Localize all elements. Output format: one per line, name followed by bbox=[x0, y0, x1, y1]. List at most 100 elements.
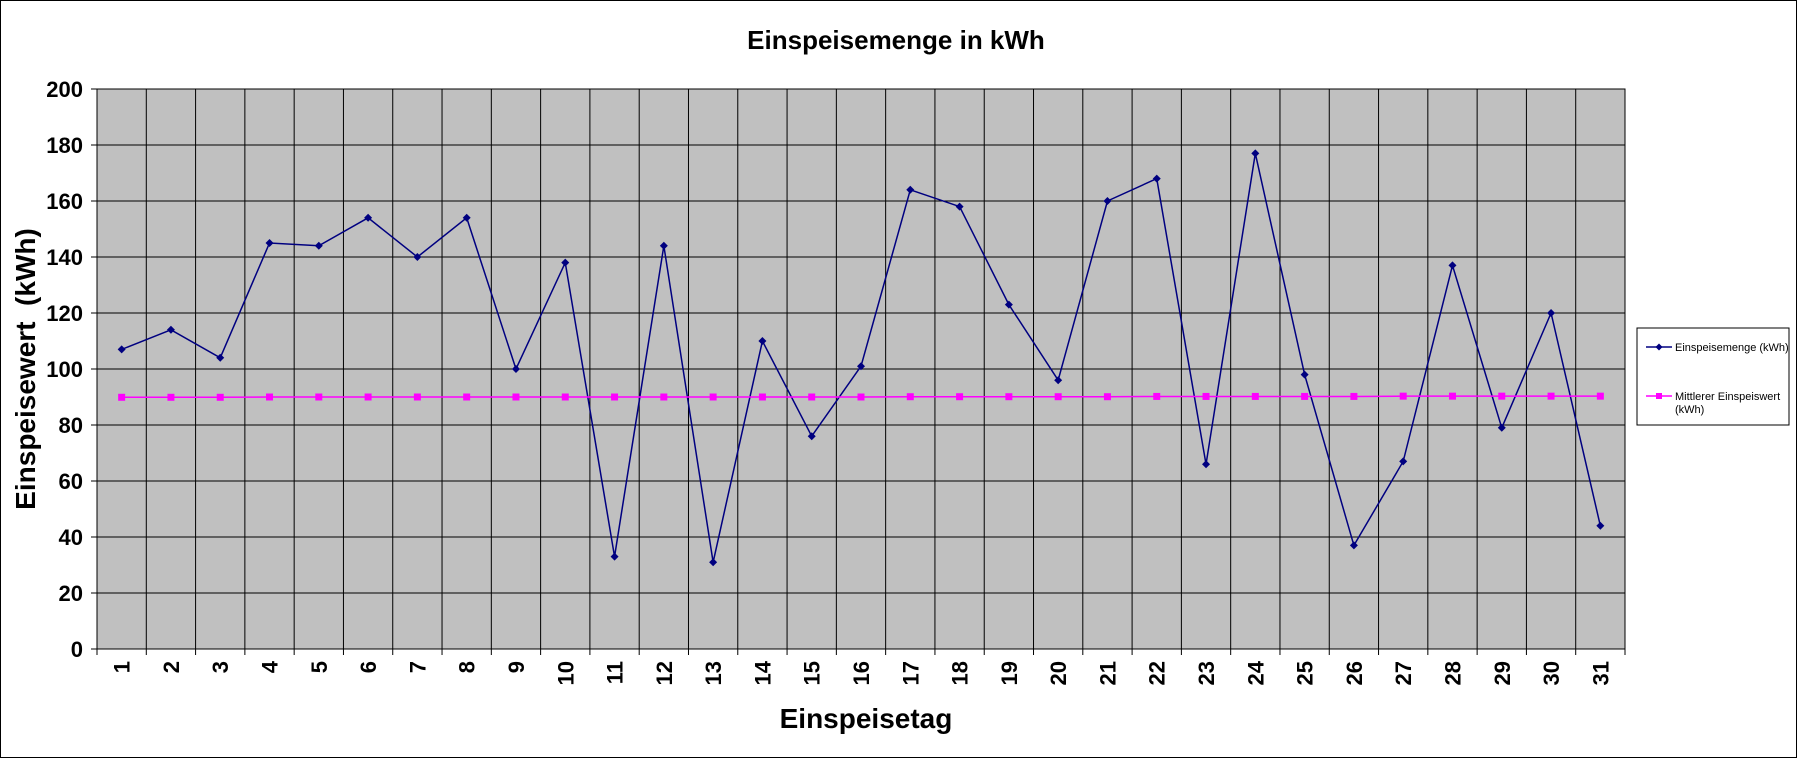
legend-label-line: Mittlerer Einspeiswert bbox=[1675, 391, 1780, 403]
data-point bbox=[364, 393, 372, 401]
data-point bbox=[1350, 392, 1358, 400]
data-point bbox=[118, 393, 126, 401]
data-point bbox=[1103, 393, 1111, 401]
x-tick-label: 9 bbox=[504, 661, 529, 673]
data-point bbox=[315, 393, 323, 401]
y-tick-label: 40 bbox=[59, 525, 83, 550]
data-point bbox=[758, 393, 766, 401]
data-point bbox=[611, 393, 619, 401]
data-point bbox=[462, 213, 471, 222]
data-point bbox=[1497, 423, 1506, 432]
x-tick-label: 19 bbox=[997, 661, 1022, 685]
data-point bbox=[709, 393, 717, 401]
x-tick-labels: 1 2 3 4 5 6 7 8 9 10 11 12 13 14 15 16 17 18 19 20 21 22 23 24 2… bbox=[110, 660, 1614, 685]
data-point bbox=[216, 393, 224, 401]
legend-marker bbox=[1656, 393, 1662, 399]
data-point bbox=[758, 337, 767, 345]
data-point bbox=[1547, 309, 1556, 317]
x-tick-label: 5 bbox=[307, 661, 332, 673]
data-point bbox=[1349, 541, 1358, 550]
x-tick-label: 21 bbox=[1095, 661, 1120, 685]
data-point bbox=[1300, 370, 1309, 379]
legend-marker bbox=[1655, 343, 1663, 351]
data-point bbox=[1152, 174, 1161, 183]
x-tick-label: 2 bbox=[159, 661, 184, 673]
data-point bbox=[1202, 392, 1210, 400]
data-point bbox=[1005, 393, 1013, 401]
series-layer bbox=[117, 149, 1605, 567]
data-point bbox=[561, 258, 570, 267]
x-tick-label: 15 bbox=[800, 661, 825, 685]
data-point bbox=[659, 241, 668, 250]
data-point bbox=[808, 393, 816, 401]
data-point bbox=[1399, 392, 1407, 400]
x-tick-label: 7 bbox=[405, 661, 430, 673]
data-point bbox=[610, 552, 619, 561]
x-tick-label: 10 bbox=[553, 661, 578, 685]
data-point bbox=[857, 362, 865, 371]
x-tick-label: 6 bbox=[356, 661, 381, 673]
data-point bbox=[463, 393, 471, 401]
y-tick-label: 20 bbox=[59, 581, 83, 606]
data-point bbox=[1054, 376, 1063, 385]
y-axis-label: Einspeisewert (kWh) bbox=[10, 228, 41, 510]
x-tick-label: 23 bbox=[1194, 661, 1219, 685]
y-tick-label: 140 bbox=[46, 245, 83, 270]
y-tick-label: 0 bbox=[71, 637, 83, 662]
x-tick-label: 25 bbox=[1293, 661, 1318, 685]
x-tick-label: 18 bbox=[948, 661, 973, 685]
x-tick-label: 17 bbox=[898, 661, 923, 685]
x-tick-label: 14 bbox=[750, 660, 775, 685]
x-tick-label: 13 bbox=[701, 661, 726, 685]
chart-title: Einspeisemenge in kWh bbox=[747, 25, 1045, 55]
x-tick-label: 26 bbox=[1342, 661, 1367, 685]
data-point bbox=[1202, 460, 1211, 469]
x-tick-label: 16 bbox=[849, 661, 874, 685]
legend-items: Einspeisemenge (kWh) Mittlerer Einspeiswe… bbox=[1646, 342, 1789, 416]
data-point bbox=[956, 393, 964, 401]
data-point bbox=[1004, 300, 1013, 309]
y-tick-label: 60 bbox=[59, 469, 83, 494]
data-point bbox=[1448, 261, 1457, 270]
y-tick-label: 120 bbox=[46, 301, 83, 326]
series-2 bbox=[118, 392, 1604, 401]
x-tick-label: 11 bbox=[603, 661, 628, 684]
series-1 bbox=[117, 149, 1605, 567]
x-tick-label: 29 bbox=[1490, 661, 1515, 685]
x-tick-label: 4 bbox=[258, 660, 283, 673]
legend-label: Einspeisemenge (kWh) bbox=[1675, 342, 1789, 354]
x-tick-label: 20 bbox=[1046, 661, 1071, 685]
x-tick-label: 3 bbox=[208, 661, 233, 673]
y-tick-labels: 0 20 40 60 80 100 120 140 160 180 200 bbox=[46, 77, 83, 662]
y-tick-label: 100 bbox=[46, 357, 83, 382]
x-tick-label: 30 bbox=[1539, 661, 1564, 685]
legend-item-1: Einspeisemenge (kWh) bbox=[1646, 342, 1789, 354]
y-tick-label: 180 bbox=[46, 133, 83, 158]
y-tick-label: 160 bbox=[46, 189, 83, 214]
x-axis-label: Einspeisetag bbox=[780, 703, 953, 734]
data-point bbox=[1301, 392, 1309, 400]
data-point bbox=[1251, 392, 1259, 400]
data-point bbox=[167, 393, 175, 401]
data-point bbox=[216, 353, 225, 362]
data-point bbox=[906, 393, 914, 401]
x-tick-label: 22 bbox=[1145, 661, 1170, 685]
data-point bbox=[1498, 392, 1506, 400]
data-point bbox=[857, 393, 865, 401]
data-point bbox=[314, 241, 323, 250]
x-tick-label: 8 bbox=[455, 661, 480, 673]
data-point bbox=[955, 202, 964, 211]
x-tick-label: 28 bbox=[1440, 661, 1465, 685]
legend-label-line: (kWh) bbox=[1675, 404, 1704, 416]
legend: Einspeisemenge (kWh) Mittlerer Einspeiswe… bbox=[1636, 327, 1790, 426]
data-point bbox=[265, 239, 274, 247]
data-point bbox=[1153, 392, 1161, 400]
grid-lines bbox=[97, 89, 1625, 649]
legend-item-2: Mittlerer Einspeiswert (kWh) bbox=[1646, 391, 1780, 416]
data-point bbox=[1448, 392, 1456, 400]
data-point bbox=[906, 185, 915, 194]
data-point bbox=[1399, 457, 1408, 466]
data-point bbox=[660, 393, 668, 401]
